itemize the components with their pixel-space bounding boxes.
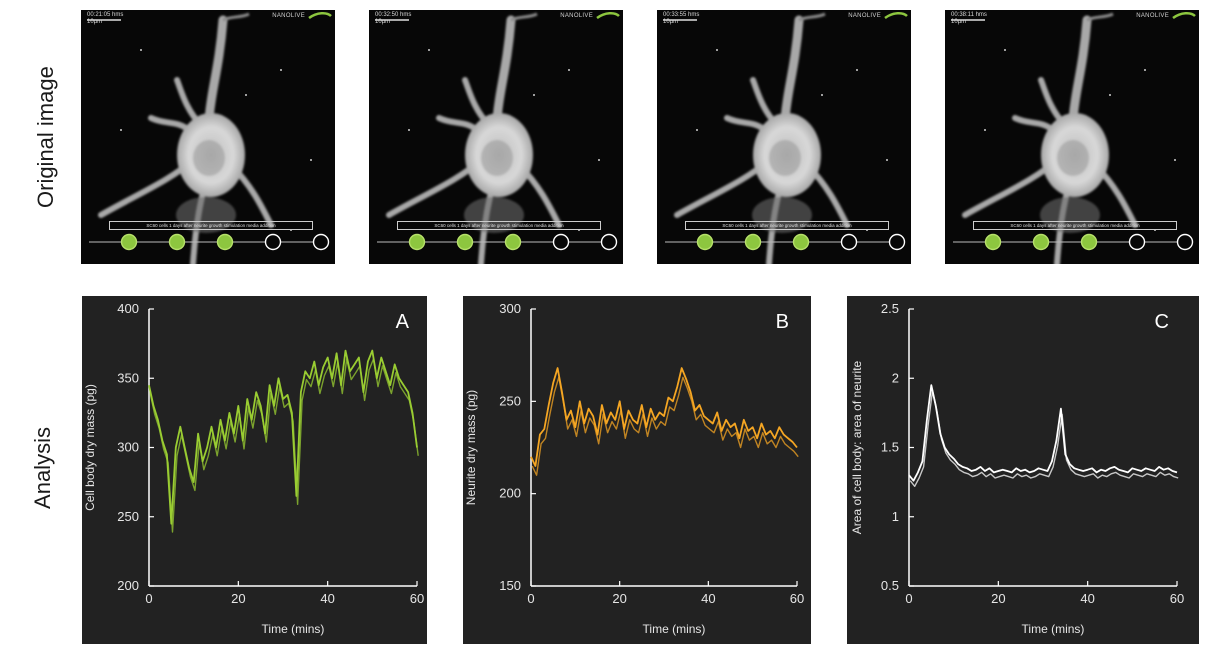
timeline-step-marker [1128,233,1146,251]
row-label-original-image: Original image [33,66,58,208]
panel-letter: A [396,311,410,333]
micrograph-timestamp: 00:32:50 hms [375,12,412,18]
y-tick-label: 2 [892,370,899,385]
y-tick-label: 0.5 [881,578,899,593]
micrograph-cell-image [87,12,332,264]
micrograph-scale-label: 10µm [951,19,967,25]
timeline-step-marker [552,233,570,251]
timeline-step-marker [312,233,330,251]
y-axis-title: Neurite dry mass (pg) [464,390,478,505]
timeline-step-marker [216,233,234,251]
y-tick-label: 250 [499,393,521,408]
timeline-step-marker [264,233,282,251]
timeline-step-marker [600,233,618,251]
chart-panel-b: 150 200 250 300 0 20 40 60 Time (mins) Neurite dr… [463,296,811,644]
y-tick-label: 150 [499,578,521,593]
x-axis-title: Time (mins) [262,622,325,636]
micrograph-caption: SC60 cells 1 days after neurite growth s… [109,221,313,230]
x-tick-label: 0 [905,591,912,606]
x-tick-label: 40 [1080,591,1094,606]
panel-letter: C [1155,311,1169,333]
micrograph-scale-label: 10µm [663,19,679,25]
micrograph-frame-3: 00:33:55 hms 10µm NANOLIVE SC60 cells 1 day… [657,10,911,264]
timeline-step-marker [984,233,1002,251]
timeline-step-marker [744,233,762,251]
x-tick-label: 0 [527,591,534,606]
chart-a-svg: 200 250 300 350 400 0 20 40 60 Time (mins) Cell bo… [83,301,424,636]
micrograph-caption: SC60 cells 1 days after neurite growth s… [685,221,889,230]
row-label-analysis: Analysis [30,427,55,509]
timeline-step-marker [168,233,186,251]
x-tick-label: 60 [1170,591,1184,606]
timeline-step-marker [120,233,138,251]
series-line [908,384,1178,482]
x-axis-title: Time (mins) [1022,622,1085,636]
y-tick-label: 1.5 [881,440,899,455]
panel-letter: B [776,311,789,333]
micrograph-brand: NANOLIVE [848,13,881,19]
micrograph-frame-4: 00:38:11 hms 10µm NANOLIVE SC60 cells 1 day… [945,10,1199,264]
x-tick-label: 20 [612,591,626,606]
y-axis-title: Area of cell body: area of neurite [850,360,864,534]
micrograph-timestamp: 00:38:11 hms [951,12,987,18]
series-line-band [531,376,799,476]
chart-c-svg: 0.5 1 1.5 2 2.5 0 20 40 60 Time (mins) Area of cel… [850,301,1184,636]
micrograph-frame-2: 00:32:50 hms 10µm NANOLIVE SC60 cells 1 day… [369,10,623,264]
series-line-band [149,358,419,533]
y-tick-label: 300 [499,301,521,316]
micrograph-caption: SC60 cells 1 days after neurite growth s… [397,221,601,230]
x-tick-label: 60 [410,591,424,606]
timeline-step-marker [888,233,906,251]
series-line [148,349,418,525]
x-axis-title: Time (mins) [643,622,706,636]
nanolive-logo-icon [596,12,620,20]
micrograph-scale-label: 10µm [375,19,391,25]
timeline-step-marker [1176,233,1194,251]
x-tick-label: 40 [701,591,715,606]
y-tick-label: 2.5 [881,301,899,316]
micrograph-timestamp: 00:21:05 hms [87,12,124,18]
chart-panel-a: 200 250 300 350 400 0 20 40 60 Time (mins) Cell bo… [82,296,427,644]
series-line [530,367,798,467]
nanolive-logo-icon [884,12,908,20]
y-tick-label: 200 [117,578,139,593]
micrograph-brand: NANOLIVE [1136,13,1169,19]
micrograph-cell-image [951,12,1196,264]
y-axis-title: Cell body dry mass (pg) [83,384,97,511]
micrograph-brand: NANOLIVE [272,13,305,19]
chart-panel-c: 0.5 1 1.5 2 2.5 0 20 40 60 Time (mins) Area of cel… [847,296,1199,644]
x-tick-label: 20 [231,591,245,606]
series-line-band [909,389,1179,488]
timeline-step-marker [696,233,714,251]
micrograph-scale-label: 10µm [87,19,103,25]
chart-b-svg: 150 200 250 300 0 20 40 60 Time (mins) Neurite dr… [464,301,804,636]
timeline-step-marker [840,233,858,251]
x-tick-label: 40 [320,591,334,606]
x-tick-label: 0 [145,591,152,606]
timeline-step-marker [504,233,522,251]
y-tick-label: 250 [117,509,139,524]
x-tick-label: 20 [991,591,1005,606]
micrograph-cell-image [375,12,620,264]
micrograph-cell-image [663,12,908,264]
y-tick-label: 400 [117,301,139,316]
timeline-step-marker [792,233,810,251]
y-tick-label: 350 [117,370,139,385]
micrograph-brand: NANOLIVE [560,13,593,19]
timeline-step-marker [456,233,474,251]
timeline-step-marker [1080,233,1098,251]
micrograph-caption: SC60 cells 1 days after neurite growth s… [973,221,1177,230]
micrograph-timestamp: 00:33:55 hms [663,12,700,18]
micrograph-frame-1: 00:21:05 hms 10µm NANOLIVE SC60 cells 1 day… [81,10,335,264]
nanolive-logo-icon [308,12,332,20]
y-tick-label: 200 [499,486,521,501]
nanolive-logo-icon [1172,12,1196,20]
x-tick-label: 60 [790,591,804,606]
y-tick-label: 1 [892,509,899,524]
timeline-step-marker [1032,233,1050,251]
timeline-step-marker [408,233,426,251]
y-tick-label: 300 [117,440,139,455]
